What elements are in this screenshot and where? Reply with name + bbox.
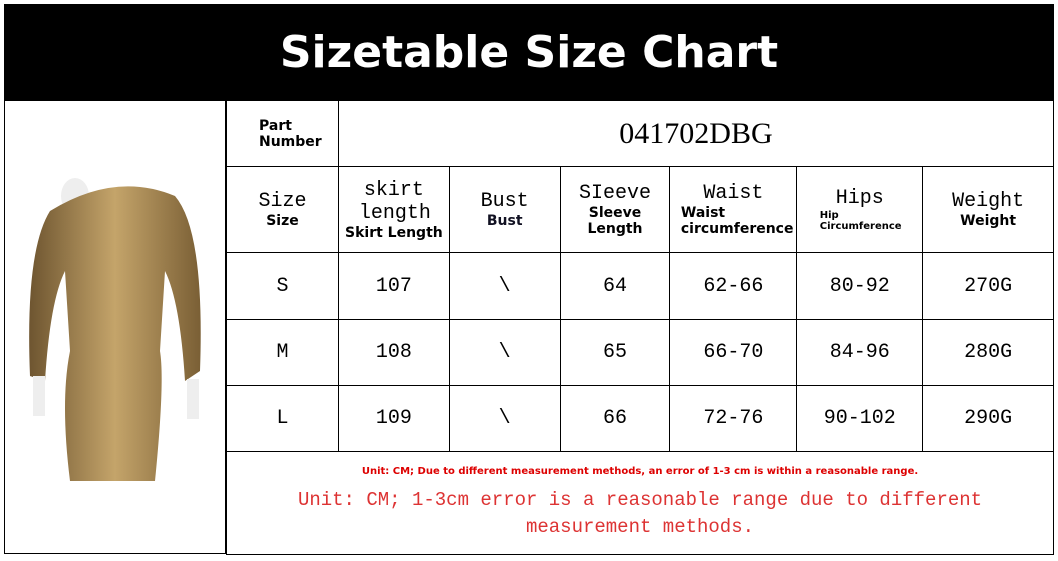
table-row: S 107 \ 64 62-66 80-92 270G xyxy=(226,252,1054,320)
measurement-note: Unit: CM; Due to different measurement m… xyxy=(226,451,1054,555)
part-number-value: 041702DBG xyxy=(337,100,1055,167)
note-large: Unit: CM; 1-3cm error is a reasonable ra… xyxy=(297,488,983,538)
table-row: M 108 \ 65 66-70 84-96 280G xyxy=(226,319,1054,386)
size-table: Part Number 041702DBG Size Size skirt len… xyxy=(226,100,1055,555)
header-waist: Waist Waist circumference xyxy=(669,166,798,253)
header-row: Size Size skirt length Skirt Length Bust Bu… xyxy=(226,166,1054,253)
header-size: Size Size xyxy=(226,166,339,253)
part-number-label: Part Number xyxy=(259,117,322,150)
header-sleeve: SIeeve Sleeve Length xyxy=(559,166,671,253)
note-small: Unit: CM; Due to different measurement m… xyxy=(361,465,919,477)
table-row: L 109 \ 66 72-76 90-102 290G xyxy=(226,385,1054,452)
page-title: Sizetable Size Chart xyxy=(4,4,1054,101)
header-hips: Hips Hip Circumference xyxy=(796,166,924,253)
product-image xyxy=(4,100,226,554)
header-skirt-length: skirt length Skirt Length xyxy=(337,166,450,253)
header-weight: Weight Weight xyxy=(922,166,1054,253)
header-bust: Bust Bust xyxy=(448,166,561,253)
